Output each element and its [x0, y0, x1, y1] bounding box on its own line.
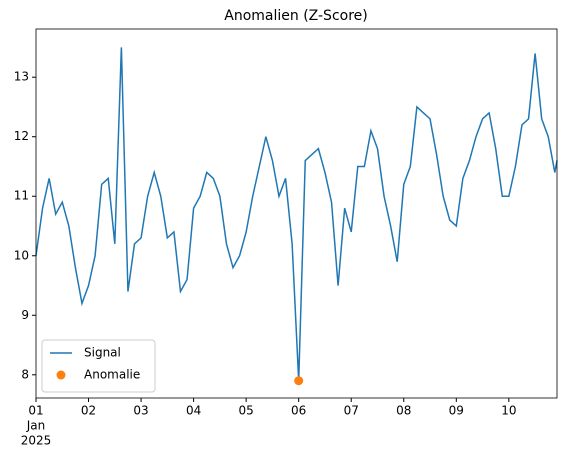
x-tick-month: Jan — [26, 419, 46, 433]
signal-line — [35, 47, 558, 381]
legend-label: Signal — [84, 346, 121, 360]
y-tick-label: 10 — [14, 248, 29, 262]
x-tick-label: 03 — [133, 404, 148, 418]
x-tick-label: 08 — [396, 404, 411, 418]
x-tick-label: 09 — [449, 404, 464, 418]
y-tick-label: 13 — [14, 70, 29, 84]
x-tick-label: 10 — [501, 404, 516, 418]
y-tick-label: 12 — [14, 129, 29, 143]
x-tick-label: 04 — [186, 404, 201, 418]
y-tick-label: 9 — [21, 308, 29, 322]
y-tick-label: 8 — [21, 367, 29, 381]
x-tick-year: 2025 — [21, 434, 52, 448]
chart-title: Anomalien (Z-Score) — [224, 8, 367, 24]
plot-frame — [35, 28, 558, 399]
x-tick-label: 01 — [28, 404, 43, 418]
legend-marker — [56, 370, 66, 380]
y-tick-label: 11 — [14, 189, 29, 203]
x-tick-label: 06 — [291, 404, 306, 418]
anomaly-point — [294, 376, 304, 386]
legend-label: Anomalie — [84, 368, 140, 382]
x-tick-label: 02 — [81, 404, 96, 418]
x-tick-label: 05 — [239, 404, 254, 418]
x-tick-label: 07 — [344, 404, 359, 418]
